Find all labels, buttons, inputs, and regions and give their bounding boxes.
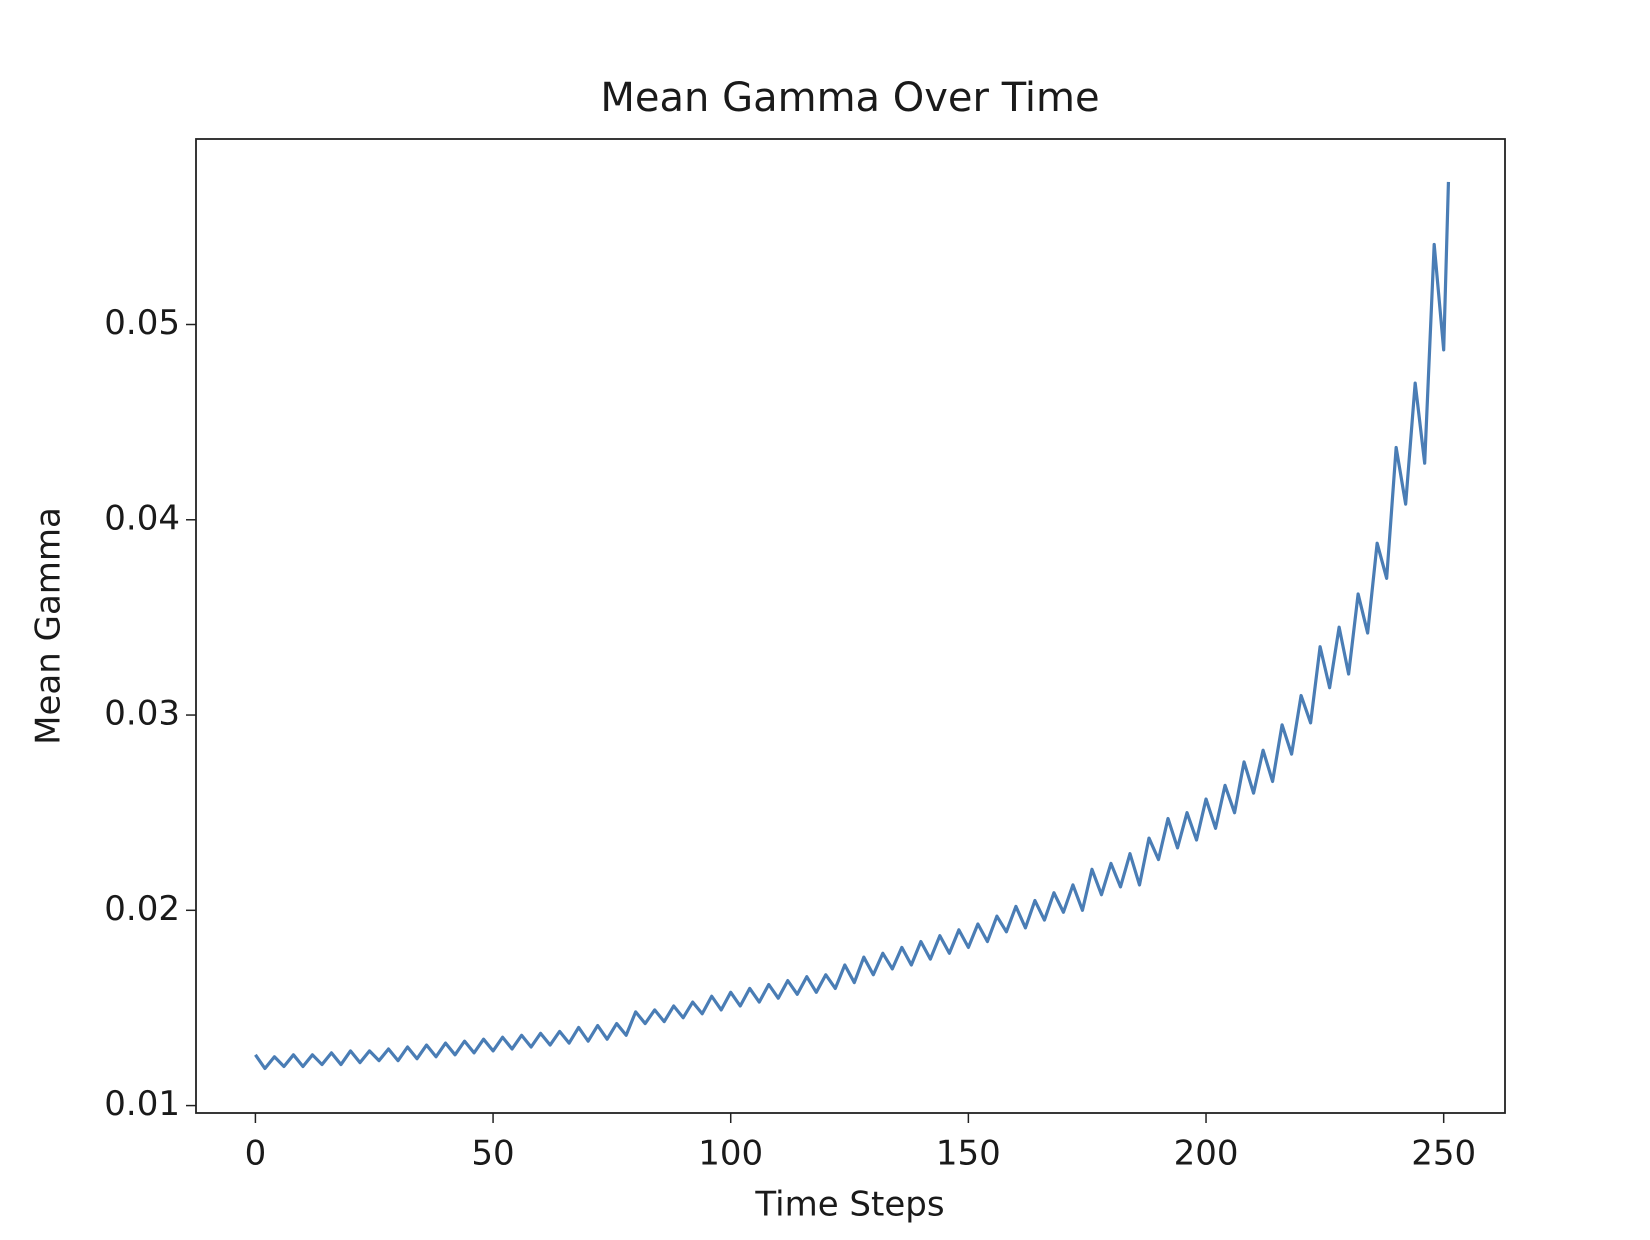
x-tick-label: 150 (936, 1134, 1001, 1174)
plot-frame (195, 138, 1506, 1114)
y-tick-label: 0.05 (104, 303, 180, 343)
y-tick-label: 0.03 (104, 694, 180, 734)
y-axis-label: Mean Gamma (29, 507, 69, 745)
data-line (254, 181, 1451, 1071)
x-axis-label: Time Steps (754, 1185, 944, 1225)
chart-title: Mean Gamma Over Time (600, 75, 1099, 121)
x-tick-label: 50 (471, 1134, 514, 1174)
y-tick-label: 0.02 (104, 889, 180, 929)
x-tick-label: 250 (1411, 1134, 1476, 1174)
y-tick-label: 0.04 (104, 498, 180, 538)
x-tick-label: 200 (1174, 1134, 1239, 1174)
x-tick-label: 0 (245, 1134, 267, 1174)
y-tick-label: 0.01 (104, 1084, 180, 1124)
x-tick-label: 100 (698, 1134, 763, 1174)
